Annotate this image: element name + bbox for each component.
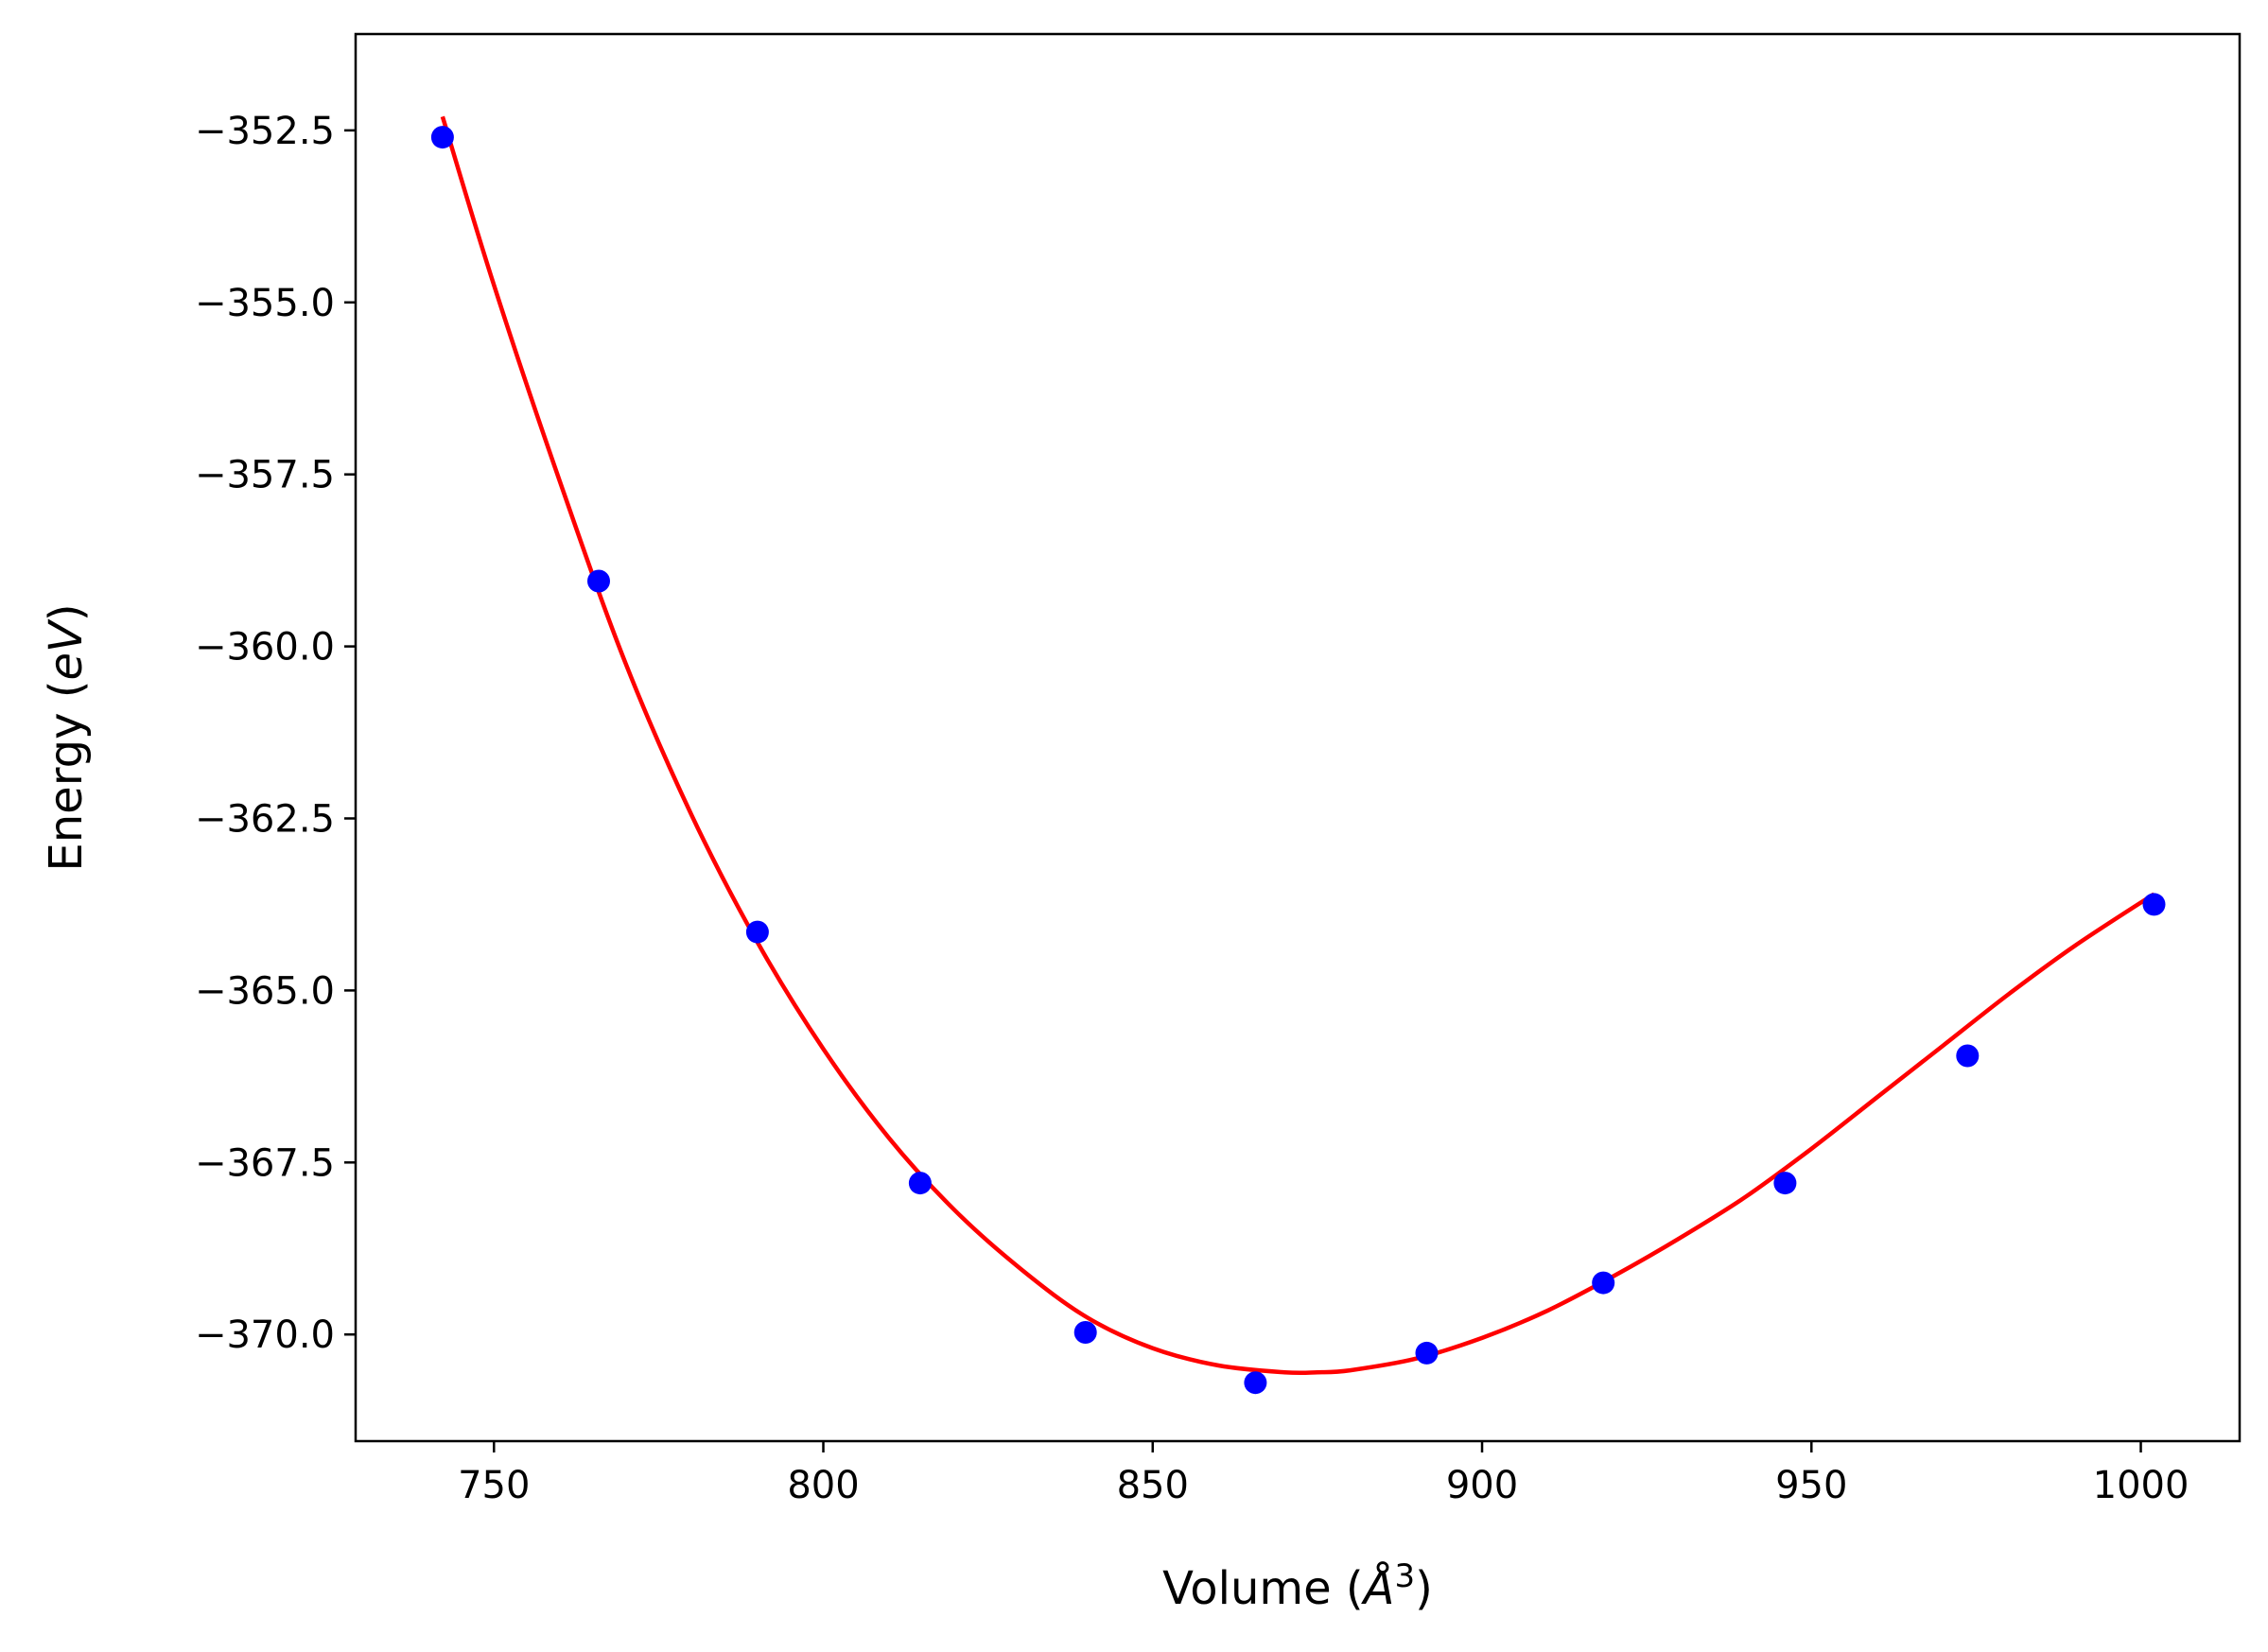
data-point (1073, 1321, 1097, 1344)
x-axis-label-suffix: ) (1415, 1562, 1433, 1615)
data-point (1415, 1341, 1439, 1365)
x-axis-label-unit-symbol: Å (1361, 1561, 1395, 1615)
x-tick-label: 950 (1775, 1464, 1847, 1507)
x-tick-label: 900 (1446, 1464, 1518, 1507)
data-point (587, 569, 610, 593)
y-axis-label-prefix: Energy ( (40, 681, 93, 872)
x-tick-label: 850 (1117, 1464, 1189, 1507)
y-tick-label: −365.0 (195, 969, 335, 1013)
x-tick-label: 800 (787, 1464, 859, 1507)
data-point (1956, 1044, 1980, 1068)
y-tick-label: −355.0 (195, 282, 335, 325)
data-point (745, 920, 769, 944)
y-axis-label-unit: eV (40, 618, 93, 681)
y-tick-label: −357.5 (195, 454, 335, 497)
data-point (908, 1172, 932, 1195)
plot-frame (354, 32, 2242, 1443)
y-tick-label: −352.5 (195, 110, 335, 153)
y-tick-label: −370.0 (195, 1313, 335, 1357)
data-point (1773, 1172, 1797, 1195)
x-axis-ticks: 750 800 850 900 950 1000 (458, 1441, 2189, 1507)
data-point (430, 126, 454, 149)
data-points-layer (430, 126, 2166, 1395)
data-point (1244, 1371, 1267, 1395)
y-axis-label-suffix: ) (40, 603, 93, 621)
fit-curve-line (440, 115, 2155, 1376)
x-axis-label-prefix: Volume ( (1162, 1562, 1364, 1615)
x-axis-label: Volume (Å3) (1162, 1557, 1433, 1615)
data-point (1592, 1271, 1615, 1295)
data-point (2142, 893, 2166, 916)
y-tick-label: −367.5 (195, 1141, 335, 1185)
y-axis-label: Energy (eV) (40, 603, 93, 871)
x-tick-label: 750 (458, 1464, 530, 1507)
plot-area (356, 34, 2240, 1441)
x-tick-label: 1000 (2093, 1464, 2189, 1507)
fit-curve-layer (440, 115, 2155, 1376)
y-tick-label: −362.5 (195, 797, 335, 841)
x-axis-label-unit-power: 3 (1394, 1557, 1415, 1595)
y-tick-label: −360.0 (195, 626, 335, 669)
y-axis-ticks: −352.5 −355.0 −357.5 −360.0 −362.5 −365.0 −367… (195, 110, 356, 1357)
